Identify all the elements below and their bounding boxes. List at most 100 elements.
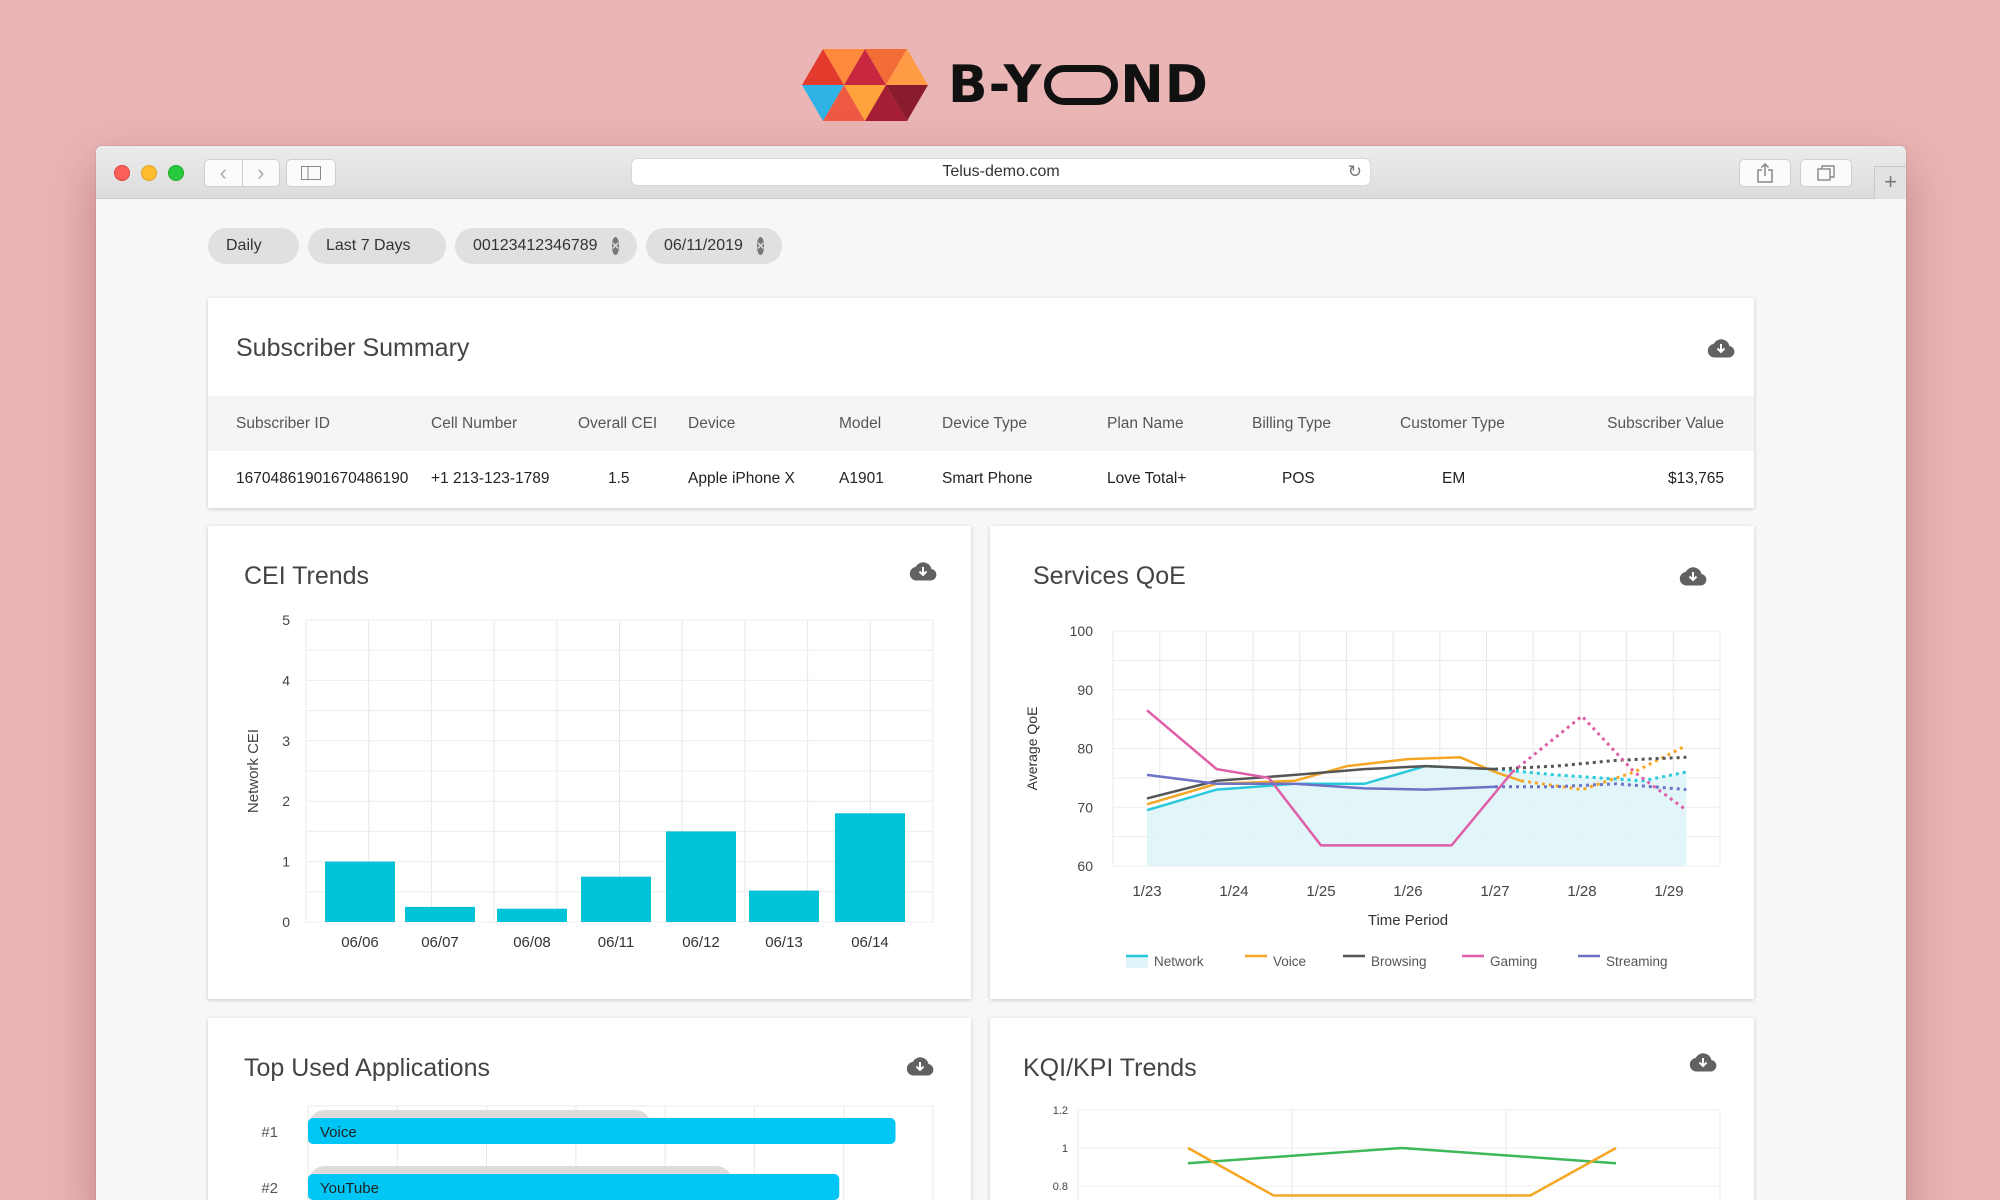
x-tick-label: 1/24: [1219, 883, 1248, 900]
rank-label: #2: [261, 1180, 278, 1197]
forward-arrow-icon[interactable]: ›: [257, 160, 265, 185]
back-arrow-icon[interactable]: ‹: [205, 160, 243, 186]
series-line-browsing: [1146, 764, 1496, 800]
new-tab-button[interactable]: +: [1874, 166, 1906, 199]
series-line-streaming: [1146, 773, 1496, 791]
series-forecast-browsing: [1494, 755, 1687, 771]
y-axis-label: Network CEI: [245, 729, 262, 813]
legend-label: Gaming: [1490, 954, 1537, 969]
x-tick-label: 06/12: [682, 934, 720, 951]
legend-swatch: [1126, 956, 1148, 968]
bar-06-07: [405, 906, 475, 922]
chip-label: 06/11/2019: [664, 237, 743, 254]
byond-logo-icon: [802, 49, 928, 121]
table-cell: POS: [1282, 469, 1315, 487]
x-tick-label: 06/08: [513, 934, 551, 951]
chip-label: Daily: [226, 237, 262, 254]
x-tick-label: 06/06: [341, 934, 379, 951]
x-tick-label: 06/13: [765, 934, 803, 951]
y-tick-label: 3: [282, 733, 290, 749]
table-header-row: Subscriber ID Cell Number Overall CEI De…: [208, 396, 1754, 451]
chip-label: Last 7 Days: [326, 237, 411, 254]
x-tick-label: 06/11: [598, 934, 634, 951]
column-header: Plan Name: [1099, 396, 1244, 451]
bar-06-08: [497, 908, 567, 922]
browser-window: ‹ › Telus-demo.com ↻ + Daily Last 7 Days: [96, 146, 1906, 1200]
table-cell: A1901: [839, 469, 884, 487]
table-cell: 16704861901670486190: [236, 469, 409, 487]
cloud-download-icon[interactable]: [1679, 566, 1707, 586]
table-cell: 1.5: [608, 469, 630, 487]
y-tick-label: 1: [1062, 1143, 1068, 1155]
table-cell: Love Total+: [1107, 469, 1187, 487]
bar-06-14: [835, 813, 905, 922]
minimize-window-button[interactable]: [141, 165, 157, 181]
brand-logo: B-Y ND: [802, 30, 1209, 140]
bar-voice: [308, 1118, 896, 1144]
x-tick-label: 1/26: [1393, 883, 1422, 900]
x-tick-label: 1/23: [1132, 883, 1161, 900]
filter-chip-range[interactable]: Last 7 Days: [308, 228, 446, 264]
tabs-icon: [1817, 165, 1835, 181]
bar-06-06: [325, 861, 395, 922]
column-header: Billing Type: [1244, 396, 1392, 451]
table-row[interactable]: 16704861901670486190 +1 213-123-1789 1.5…: [208, 451, 1754, 506]
filter-chip-date[interactable]: 06/11/2019 ×: [646, 228, 782, 264]
share-icon: [1757, 163, 1773, 183]
x-tick-label: 1/28: [1567, 883, 1596, 900]
legend-label: Streaming: [1606, 954, 1668, 969]
share-button[interactable]: [1739, 159, 1791, 187]
card-title: Services QoE: [1033, 562, 1186, 590]
y-tick-label: 0: [282, 914, 290, 930]
bar-06-11: [581, 876, 651, 922]
legend-item-streaming: Streaming: [1578, 954, 1668, 969]
bar-label: Voice: [320, 1124, 357, 1141]
close-window-button[interactable]: [114, 165, 130, 181]
address-bar[interactable]: Telus-demo.com ↻: [631, 158, 1371, 186]
column-header: Device Type: [934, 396, 1099, 451]
column-header: Customer Type: [1392, 396, 1562, 451]
table-cell: Apple iPhone X: [688, 469, 795, 487]
x-tick-label: 06/14: [851, 934, 889, 951]
filter-chip-subscriber[interactable]: 00123412346789 ×: [455, 228, 637, 264]
legend-label: Browsing: [1371, 954, 1427, 969]
services-qoe-card: Services QoE 60 70 80 90 100 1/23 1/24 1/25 1/26…: [990, 526, 1754, 999]
sidebar-icon: [301, 166, 321, 180]
legend-label: Voice: [1273, 954, 1306, 969]
series-line-gaming: [1146, 709, 1514, 847]
browser-toolbar: ‹ › Telus-demo.com ↻ +: [96, 146, 1906, 199]
cei-bar-chart: 0 1 2 3 4 5 Network CEI 06/06 06/07 06/08 06/11 06/…: [245, 612, 934, 951]
remove-chip-icon[interactable]: ×: [611, 237, 620, 255]
qoe-line-chart: 60 70 80 90 100 1/23 1/24 1/25 1/26 1/27 1/28 1/29 T…: [1024, 623, 1721, 969]
bar-06-12: [666, 831, 736, 922]
show-tabs-button[interactable]: [1800, 159, 1852, 187]
cloud-download-icon[interactable]: [909, 561, 937, 581]
table-cell: $13,765: [1667, 469, 1724, 487]
card-title: KQI/KPI Trends: [1023, 1054, 1197, 1082]
cloud-download-icon[interactable]: [1707, 338, 1735, 358]
sidebar-toggle-button[interactable]: [286, 159, 336, 187]
zoom-window-button[interactable]: [168, 165, 184, 181]
brand-name-left: B-Y: [948, 55, 1043, 115]
reload-icon[interactable]: ↻: [1347, 162, 1362, 181]
cloud-download-icon[interactable]: [906, 1056, 934, 1076]
kqi-kpi-trends-card: KQI/KPI Trends 1.2 1 0.8: [990, 1018, 1754, 1200]
filter-chip-granularity[interactable]: Daily: [208, 228, 299, 264]
x-tick-label: 06/07: [421, 934, 459, 951]
cloud-download-icon[interactable]: [1689, 1052, 1717, 1072]
table-cell: EM: [1442, 469, 1466, 487]
cei-trends-card: CEI Trends 0 1 2 3 4 5 Network CEI 06/06 06/07 06…: [208, 526, 971, 999]
rank-label: #1: [261, 1124, 278, 1141]
y-tick-label: 4: [282, 672, 290, 688]
y-tick-label: 80: [1077, 741, 1093, 757]
chip-label: 00123412346789: [473, 237, 598, 254]
top-apps-card: Top Used Applications Voice #1 YouTube #2: [208, 1018, 971, 1200]
y-tick-label: 0.8: [1053, 1181, 1068, 1193]
subscriber-table: Subscriber ID Cell Number Overall CEI De…: [208, 396, 1754, 506]
column-header: Device: [680, 396, 831, 451]
remove-chip-icon[interactable]: ×: [756, 237, 765, 255]
column-header: Model: [831, 396, 934, 451]
y-tick-label: 1.2: [1053, 1105, 1068, 1117]
brand-wordmark: B-Y ND: [948, 55, 1209, 115]
y-tick-label: 2: [282, 793, 290, 809]
